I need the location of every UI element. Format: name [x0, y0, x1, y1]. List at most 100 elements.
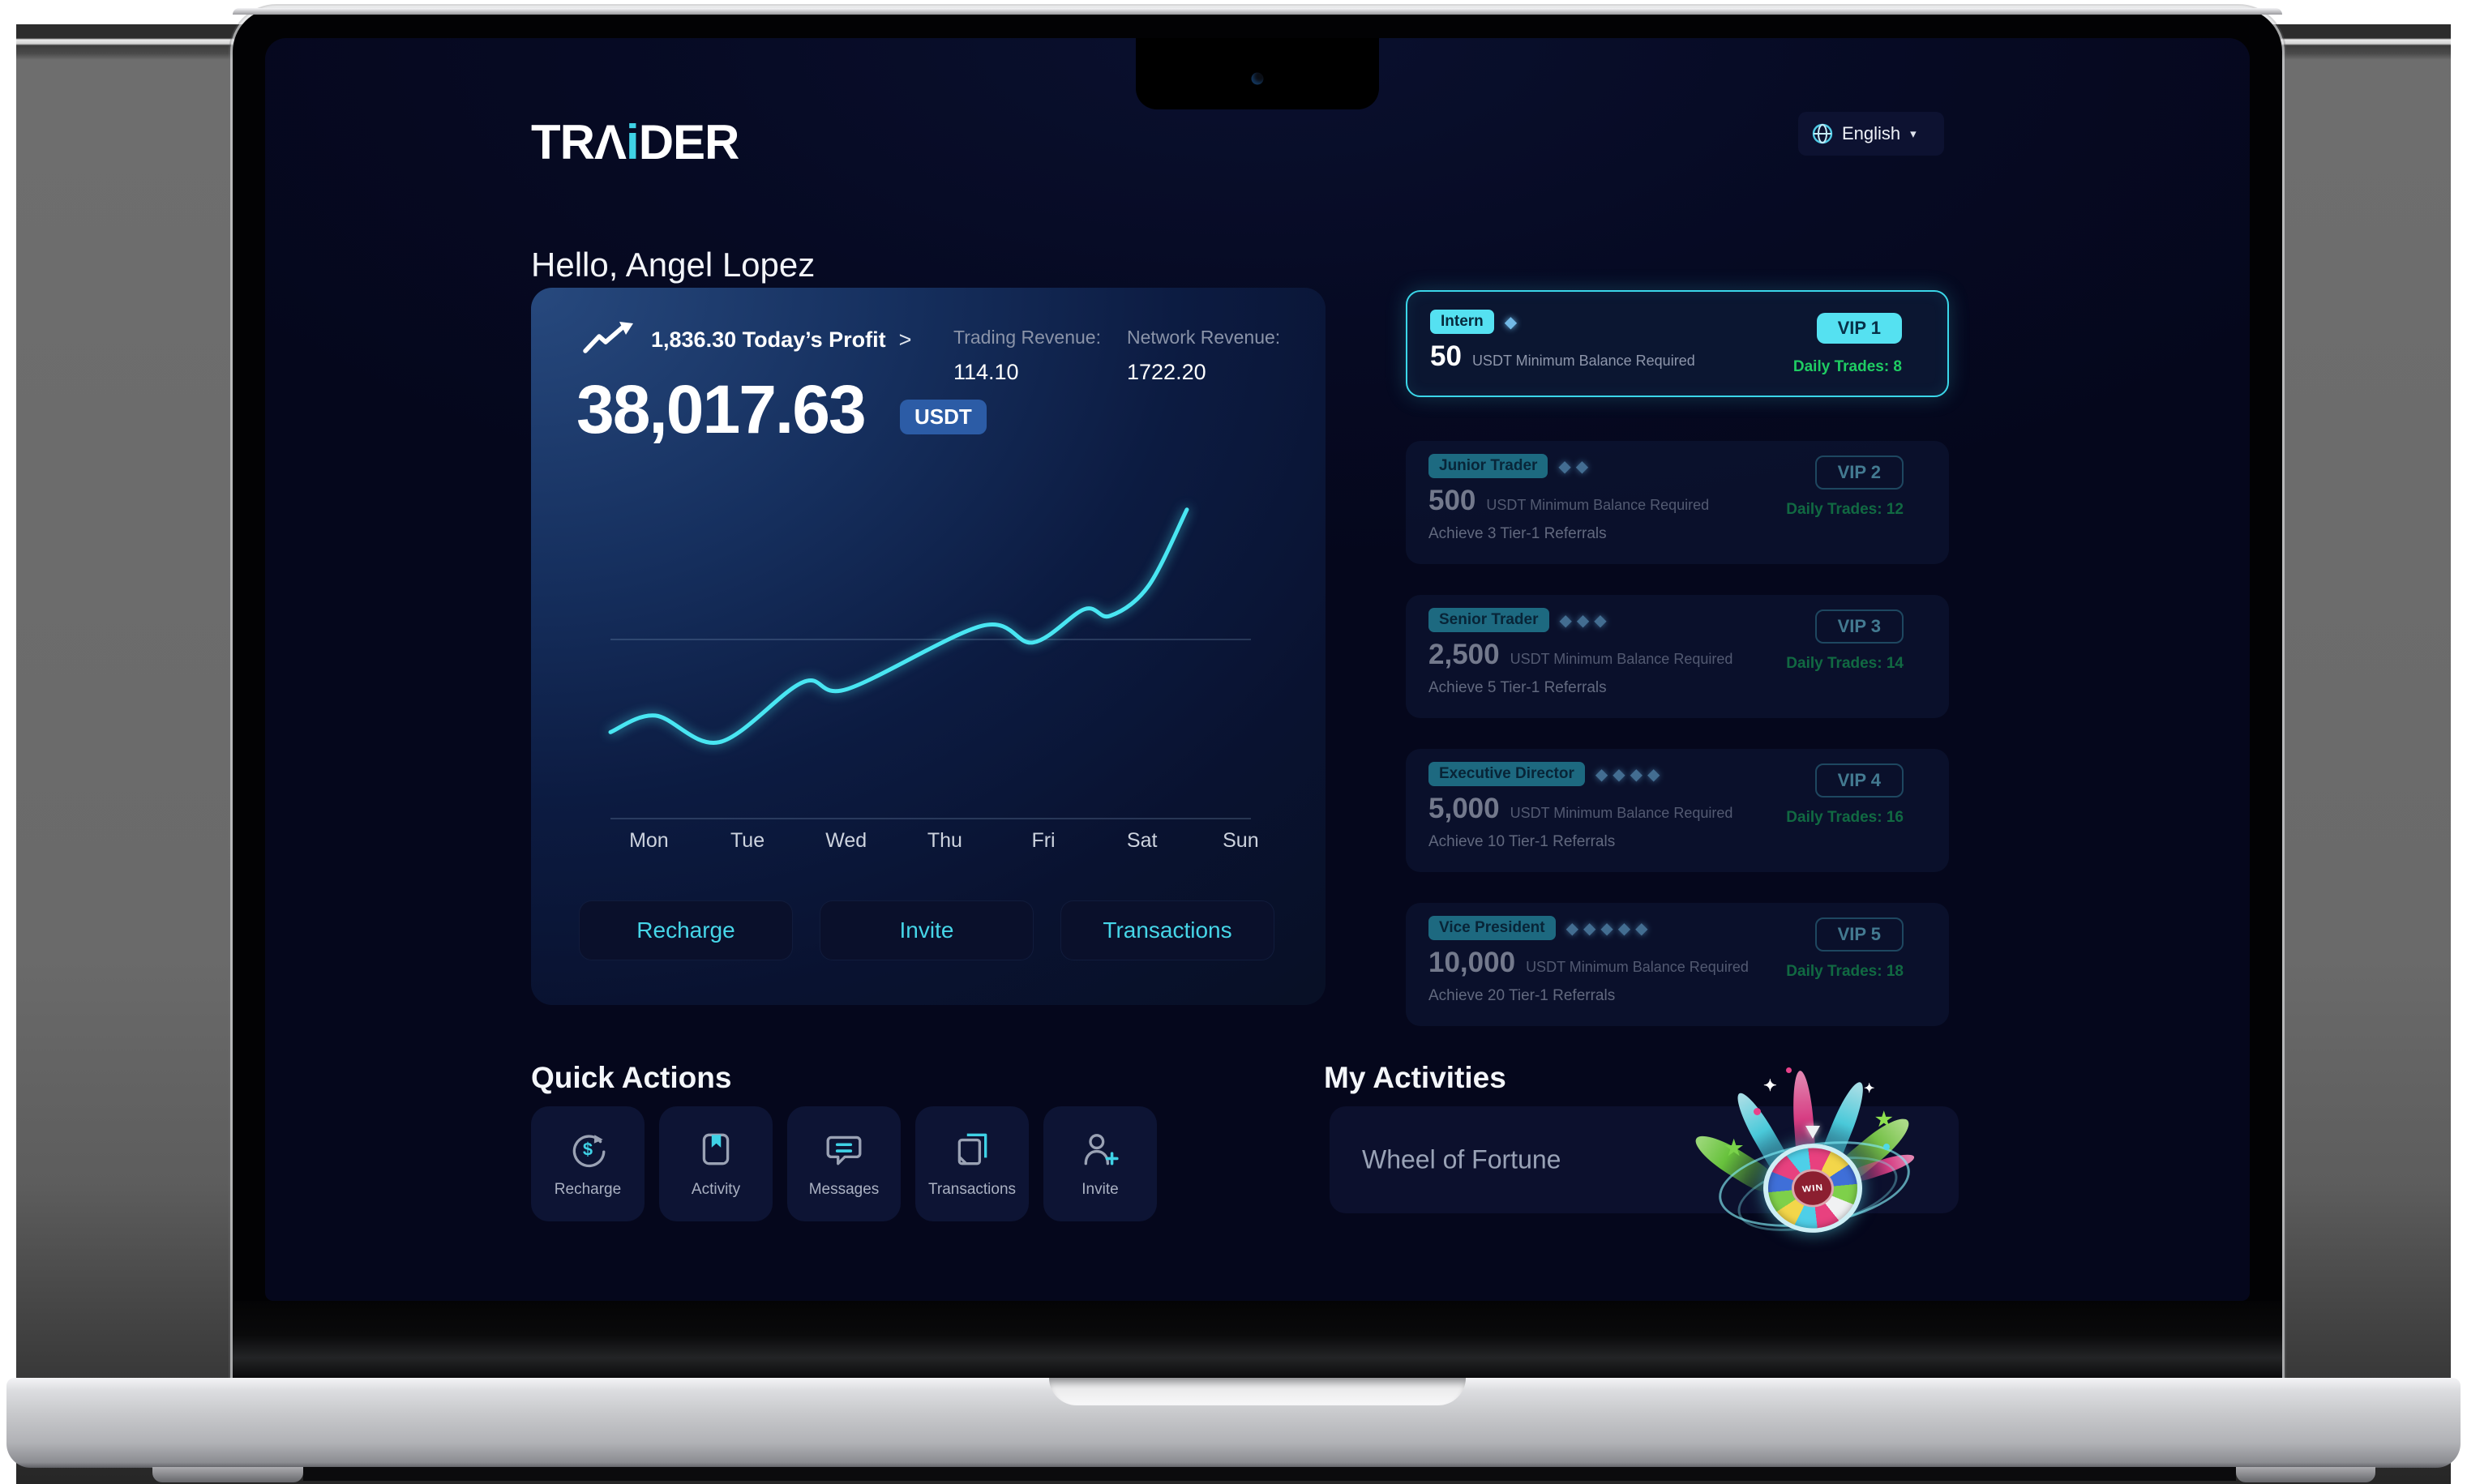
network-revenue-label: Network Revenue: — [1127, 327, 1281, 348]
daily-trades-text: Daily Trades: 12 — [1786, 501, 1904, 518]
chart-x-label: Wed — [825, 829, 867, 852]
gem-icon: ◆◆◆ — [1559, 611, 1612, 630]
min-balance-value: 500 — [1428, 485, 1476, 516]
globe-icon — [1811, 122, 1834, 145]
quick-action-recharge[interactable]: $ Recharge — [531, 1106, 645, 1221]
vip-card-junior-trader[interactable]: Junior Trader ◆◆ 500 USDT Minimum Balanc… — [1406, 441, 1949, 564]
chart-gridline — [610, 818, 1251, 819]
vip-level-badge: VIP 4 — [1814, 763, 1904, 798]
language-label: English — [1842, 123, 1901, 143]
trading-revenue-label: Trading Revenue: — [953, 327, 1101, 348]
screen-chin — [233, 1301, 2282, 1378]
profit-summary-card: 1,836.30 Today’s Profit > Trading Revenu… — [531, 288, 1326, 1005]
sparkle-star-icon: ✦ — [1763, 1077, 1777, 1095]
quick-action-label: Activity — [691, 1181, 741, 1198]
rank-badge: Vice President — [1428, 916, 1556, 940]
profit-card-actions: Recharge Invite Transactions — [579, 900, 1274, 960]
network-revenue-value: 1722.20 — [1127, 360, 1206, 384]
trend-up-icon — [581, 319, 638, 361]
sparkle-star-icon: ★ — [1724, 1135, 1744, 1160]
min-balance-note: USDT Minimum Balance Required — [1486, 497, 1710, 513]
profit-line-chart — [608, 486, 1251, 819]
confetti-dot — [1786, 1067, 1792, 1073]
quick-actions-row: $ Recharge Activity — [531, 1106, 1157, 1221]
referral-requirement: Achieve 5 Tier-1 Referrals — [1428, 679, 1607, 696]
min-balance-note: USDT Minimum Balance Required — [1510, 805, 1733, 821]
referral-requirement: Achieve 10 Tier-1 Referrals — [1428, 833, 1616, 850]
sparkle-star-icon: ★ — [1875, 1109, 1893, 1131]
chevron-down-icon: ▾ — [1910, 127, 1917, 141]
my-activities-title: My Activities — [1324, 1061, 1506, 1094]
recharge-icon: $ — [567, 1129, 608, 1170]
messages-icon — [824, 1129, 864, 1170]
min-balance-value: 5,000 — [1428, 793, 1500, 824]
todays-profit-link[interactable]: 1,836.30 Today’s Profit > — [581, 319, 911, 361]
logo-part: TR — [531, 115, 595, 169]
referral-requirement: Achieve 20 Tier-1 Referrals — [1428, 987, 1616, 1004]
quick-action-messages[interactable]: Messages — [787, 1106, 901, 1221]
total-balance-value: 38,017.63 — [576, 371, 867, 447]
min-balance-note: USDT Minimum Balance Required — [1526, 959, 1749, 975]
quick-action-label: Recharge — [554, 1181, 622, 1198]
min-balance-note: USDT Minimum Balance Required — [1471, 353, 1695, 369]
quick-action-label: Transactions — [927, 1181, 1017, 1198]
wheel-pointer-icon — [1805, 1126, 1820, 1139]
currency-badge: USDT — [900, 400, 987, 434]
chart-x-axis: Mon Tue Wed Thu Fri Sat Sun — [610, 829, 1259, 858]
quick-action-invite[interactable]: Invite — [1043, 1106, 1157, 1221]
min-balance-value: 50 — [1430, 340, 1462, 372]
vip-level-badge: VIP 3 — [1814, 609, 1904, 644]
app-logo: TRΛiDER — [531, 114, 739, 170]
gem-icon: ◆ — [1504, 313, 1523, 331]
vip-card-executive-director[interactable]: Executive Director ◆◆◆◆ 5,000 USDT Minim… — [1406, 749, 1949, 872]
confetti-dot — [1754, 1108, 1761, 1115]
chevron-right-icon: > — [898, 327, 912, 352]
chart-x-label: Mon — [629, 829, 669, 852]
rank-badge: Intern — [1430, 310, 1494, 334]
referral-requirement: Achieve 3 Tier-1 Referrals — [1428, 525, 1607, 542]
sparkle-star-icon: ✦ — [1864, 1082, 1875, 1096]
wheel-of-fortune-icon[interactable]: WIN ★ ★ ✦ ✦ — [1689, 1066, 1917, 1273]
gem-icon: ◆◆◆◆◆ — [1565, 919, 1653, 938]
activity-icon — [696, 1129, 736, 1170]
trading-revenue-value: 114.10 — [953, 360, 1019, 384]
language-selector[interactable]: English ▾ — [1798, 112, 1944, 156]
vip-tier-list: Intern ◆ 50 USDT Minimum Balance Require… — [1406, 290, 1949, 1057]
min-balance-value: 10,000 — [1428, 947, 1516, 978]
gem-icon: ◆◆◆◆ — [1595, 765, 1665, 784]
vip-card-senior-trader[interactable]: Senior Trader ◆◆◆ 2,500 USDT Minimum Bal… — [1406, 595, 1949, 718]
chart-x-label: Fri — [1031, 829, 1056, 852]
chart-x-label: Tue — [730, 829, 765, 852]
logo-part: DER — [638, 115, 740, 169]
daily-trades-text: Daily Trades: 18 — [1786, 963, 1904, 980]
invite-button[interactable]: Invite — [820, 900, 1034, 960]
transactions-button[interactable]: Transactions — [1060, 900, 1274, 960]
vip-level-badge: VIP 1 — [1816, 313, 1902, 344]
min-balance-note: USDT Minimum Balance Required — [1510, 651, 1733, 667]
recharge-button[interactable]: Recharge — [579, 900, 793, 960]
webcam-icon — [1251, 72, 1264, 85]
chart-x-label: Thu — [927, 829, 962, 852]
chart-gridline — [610, 638, 1251, 640]
daily-trades-text: Daily Trades: 16 — [1786, 809, 1904, 826]
chart-x-label: Sat — [1126, 829, 1158, 852]
vip-card-intern[interactable]: Intern ◆ 50 USDT Minimum Balance Require… — [1406, 290, 1949, 397]
laptop-screen: TRΛiDER English ▾ Hello, Angel Lopez — [233, 8, 2282, 1378]
quick-action-activity[interactable]: Activity — [659, 1106, 773, 1221]
vip-card-vice-president[interactable]: Vice President ◆◆◆◆◆ 10,000 USDT Minimum… — [1406, 903, 1949, 1026]
laptop-foot — [152, 1467, 303, 1482]
trading-revenue: Trading Revenue: 114.10 — [953, 327, 1101, 385]
min-balance-value: 2,500 — [1428, 639, 1500, 670]
quick-action-transactions[interactable]: Transactions — [915, 1106, 1029, 1221]
confetti-dot — [1883, 1144, 1890, 1150]
base-shadow — [303, 1467, 2236, 1481]
logo-part: Λ — [593, 115, 627, 169]
network-revenue: Network Revenue: 1722.20 — [1127, 327, 1280, 385]
todays-profit-text: 1,836.30 Today’s Profit — [651, 327, 886, 352]
svg-text:$: $ — [583, 1139, 593, 1159]
vip-level-badge: VIP 5 — [1814, 917, 1904, 952]
vip-level-badge: VIP 2 — [1814, 455, 1904, 490]
quick-action-label: Messages — [808, 1181, 880, 1198]
quick-action-label: Invite — [1081, 1181, 1119, 1198]
